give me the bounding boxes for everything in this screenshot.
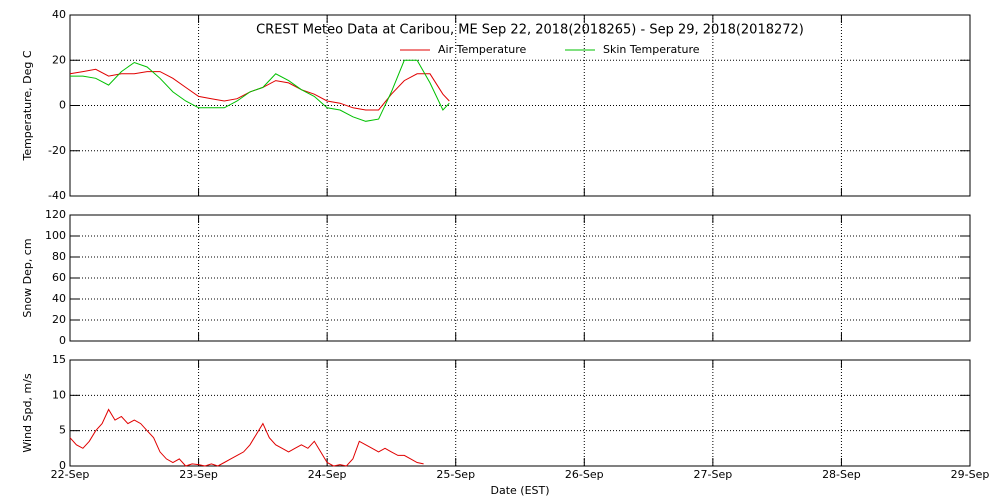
legend-label: Skin Temperature	[603, 43, 700, 56]
y-tick-label: -40	[48, 189, 66, 202]
x-tick-label: 23-Sep	[179, 468, 218, 481]
y-axis-label: Temperature, Deg C	[21, 50, 34, 161]
y-tick-label: 20	[52, 53, 66, 66]
y-tick-label: 5	[59, 424, 66, 437]
x-tick-label: 27-Sep	[694, 468, 733, 481]
data-line	[69, 408, 424, 467]
y-tick-label: 0	[59, 459, 66, 472]
chart-title: CREST Meteo Data at Caribou, ME Sep 22, …	[256, 23, 804, 38]
x-tick-label: 24-Sep	[308, 468, 347, 481]
y-tick-label: 40	[52, 8, 66, 21]
x-tick-label: 28-Sep	[822, 468, 861, 481]
y-tick-label: 60	[52, 271, 66, 284]
plot-frame	[69, 14, 971, 197]
y-tick-label: 0	[59, 99, 66, 112]
y-tick-label: 80	[52, 250, 66, 263]
x-tick-label: 22-Sep	[51, 468, 90, 481]
y-tick-label: 10	[52, 388, 66, 401]
x-axis-label: Date (EST)	[490, 484, 549, 497]
y-tick-label: 100	[45, 229, 66, 242]
y-tick-label: -20	[48, 144, 66, 157]
x-tick-label: 26-Sep	[565, 468, 604, 481]
data-line	[70, 59, 450, 122]
y-axis-label: Snow Dep, cm	[21, 238, 34, 317]
y-tick-label: 20	[52, 313, 66, 326]
x-tick-label: 25-Sep	[436, 468, 475, 481]
y-tick-label: 40	[52, 292, 66, 305]
y-tick-label: 120	[45, 208, 66, 221]
plot-frame	[69, 214, 971, 342]
y-axis-label: Wind Spd, m/s	[21, 373, 34, 453]
y-tick-label: 0	[59, 334, 66, 347]
plot-frame	[69, 359, 971, 467]
x-tick-label: 29-Sep	[951, 468, 990, 481]
legend-label: Air Temperature	[438, 43, 527, 56]
y-tick-label: 15	[52, 353, 66, 366]
